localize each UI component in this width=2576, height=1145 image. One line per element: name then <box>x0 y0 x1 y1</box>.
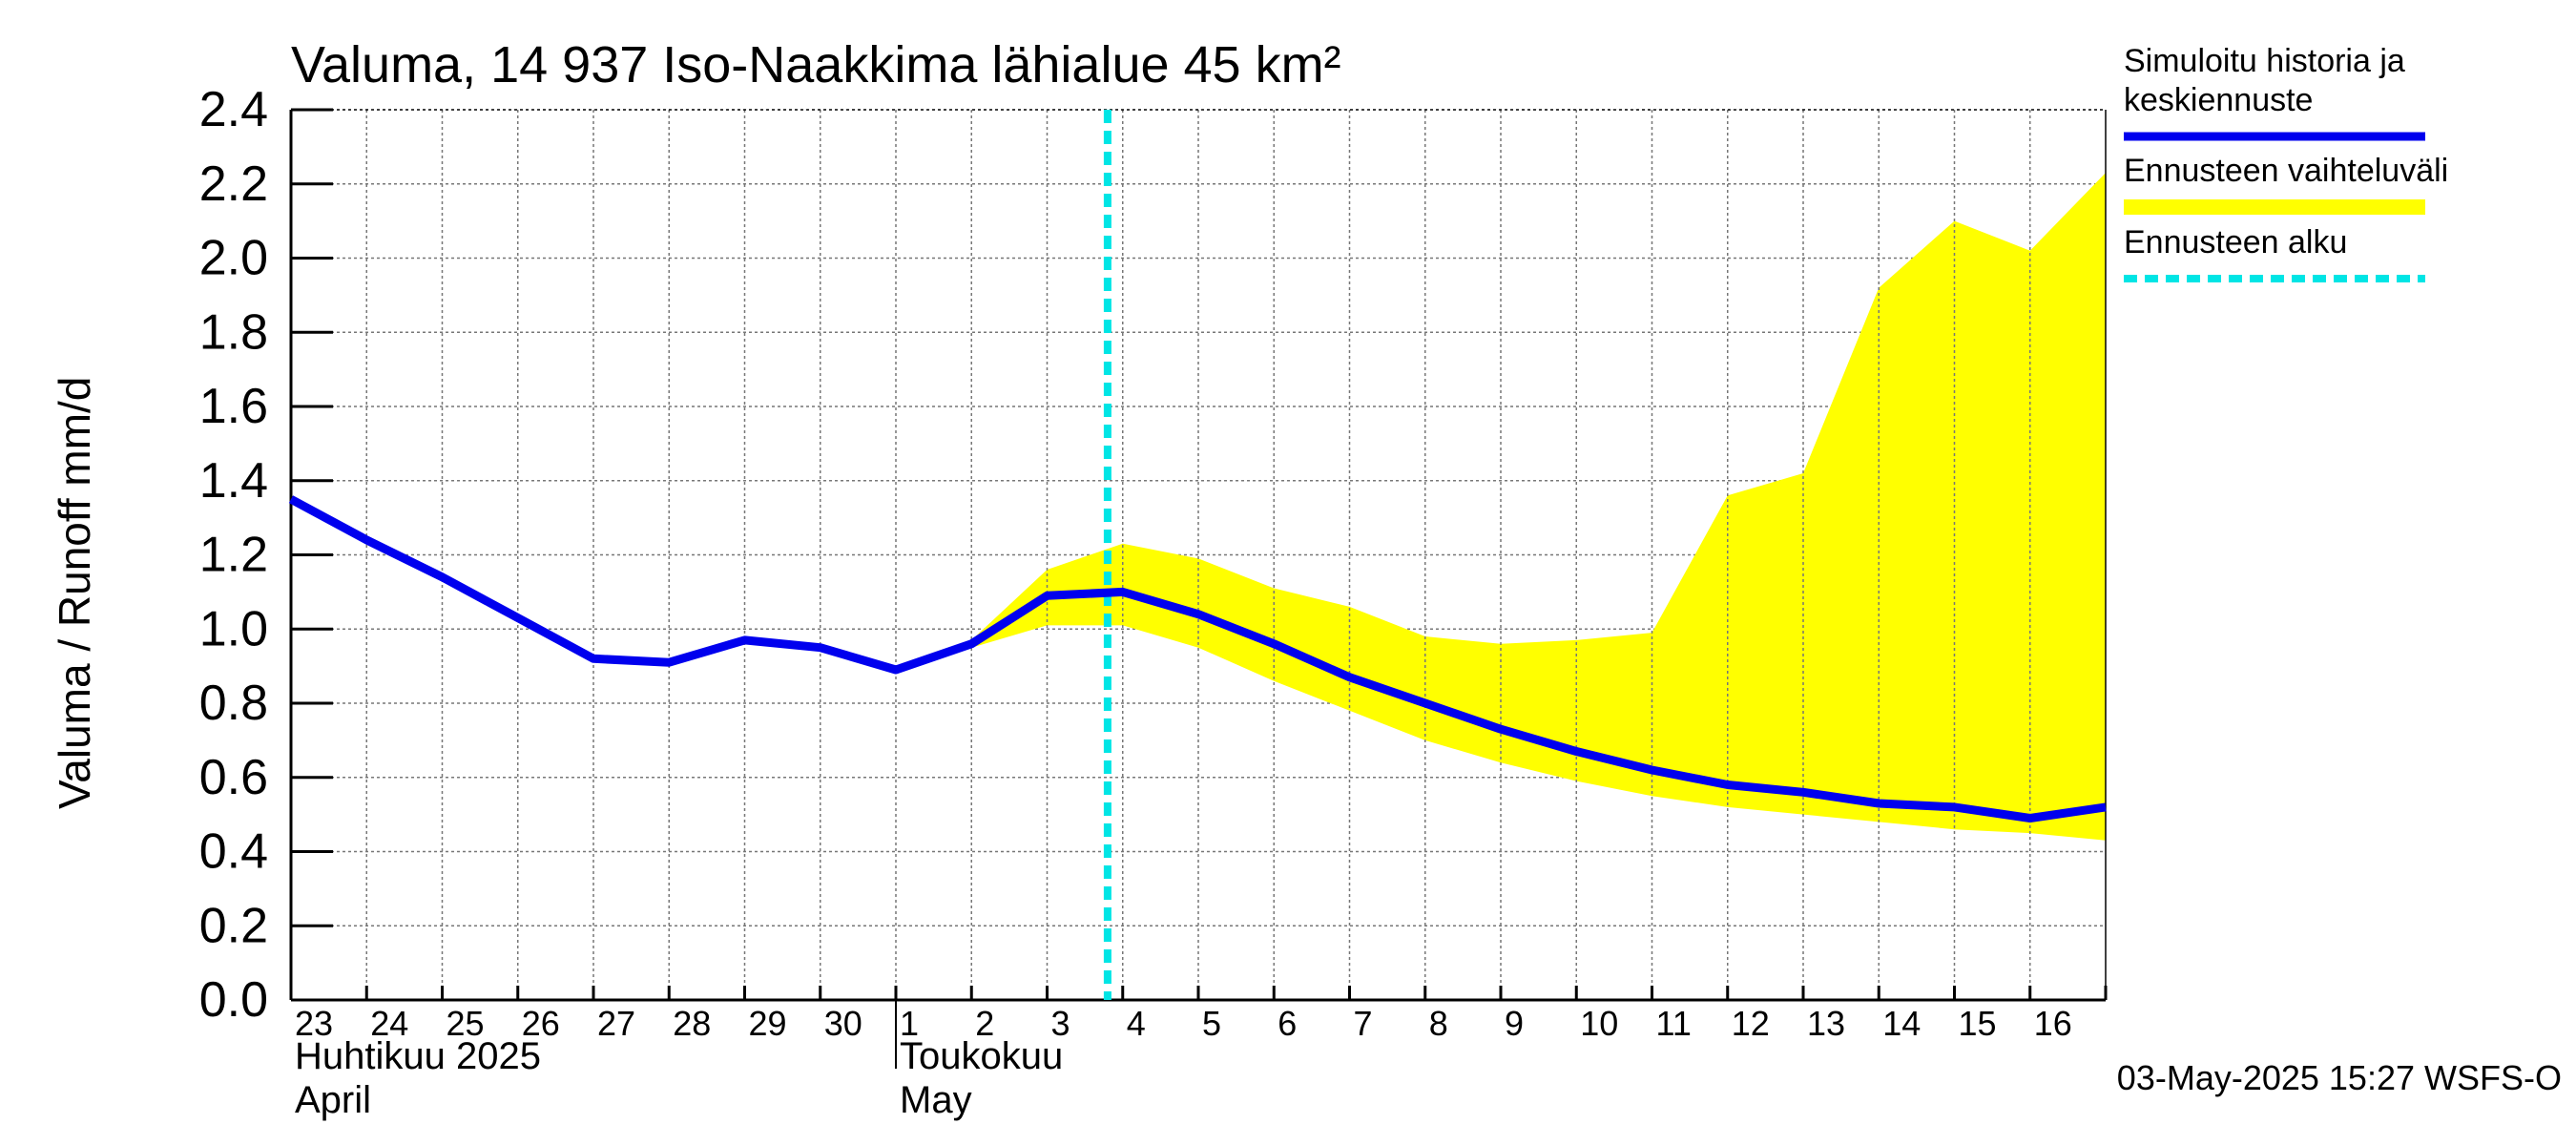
legend-label-line2: keskiennuste <box>2124 82 2313 118</box>
y-tick-label: 1.8 <box>199 304 268 360</box>
x-tick-label: 24 <box>370 1004 408 1043</box>
axes-layer <box>289 108 2108 1069</box>
y-tick-label: 0.6 <box>199 750 268 805</box>
series-layer <box>288 110 2107 1000</box>
x-tick-label: 7 <box>1354 1004 1373 1043</box>
y-tick-label: 1.0 <box>199 601 268 656</box>
month-label-en: April <box>295 1079 371 1121</box>
x-tick-label: 16 <box>2034 1004 2072 1043</box>
y-tick-label: 0.0 <box>199 972 268 1028</box>
x-tick-label: 4 <box>1127 1004 1146 1043</box>
footer-timestamp: 03-May-2025 15:27 WSFS-O <box>2117 1058 2562 1097</box>
x-tick-label: 27 <box>597 1004 635 1043</box>
forecast-band <box>971 173 2106 841</box>
x-tick-label: 10 <box>1580 1004 1618 1043</box>
x-tick-label: 1 <box>900 1004 919 1043</box>
x-tick-label: 11 <box>1656 1004 1692 1043</box>
x-tick-label: 12 <box>1732 1004 1770 1043</box>
month-label-en: May <box>900 1079 972 1121</box>
series-line <box>288 495 2107 822</box>
y-tick-label: 0.4 <box>199 824 268 880</box>
y-tick-label: 2.4 <box>199 82 268 137</box>
legend-label: Ennusteen vaihteluväli <box>2124 153 2448 189</box>
x-tick-label: 8 <box>1429 1004 1448 1043</box>
legend-label: Simuloitu historia ja <box>2124 43 2405 79</box>
x-tick-label: 5 <box>1202 1004 1221 1043</box>
x-tick-label: 25 <box>447 1004 485 1043</box>
legend-label: Ennusteen alku <box>2124 224 2347 260</box>
y-tick-label: 1.2 <box>199 528 268 583</box>
x-tick-label: 9 <box>1505 1004 1524 1043</box>
x-axis-labels: 23 24 25 26 27 28 29 30 1 2 3 4 5 6 7 8 9 10 11 12 13 14 15 16H… <box>295 1004 2072 1121</box>
month-label-fi: Toukokuu <box>900 1035 1063 1077</box>
x-tick-label: 3 <box>1051 1004 1070 1043</box>
y-axis-labels: 0.0 0.2 0.4 0.6 0.8 1.0 1.2 1.4 1.6 1.8 2.0 2.2 2.4 <box>199 82 268 1028</box>
x-tick-label: 23 <box>295 1004 333 1043</box>
x-tick-label: 29 <box>749 1004 787 1043</box>
y-tick-label: 0.8 <box>199 676 268 731</box>
x-tick-label: 15 <box>1959 1004 1997 1043</box>
y-tick-label: 2.2 <box>199 156 268 212</box>
month-label-fi: Huhtikuu 2025 <box>295 1035 541 1077</box>
legend-swatch-band <box>2124 199 2425 215</box>
x-tick-label: 6 <box>1278 1004 1297 1043</box>
y-tick-label: 0.2 <box>199 898 268 953</box>
x-tick-label: 13 <box>1807 1004 1845 1043</box>
y-axis-label: Valuma / Runoff mm/d <box>50 377 99 809</box>
chart-title: Valuma, 14 937 Iso-Naakkima lähialue 45 … <box>291 36 1341 94</box>
y-tick-label: 2.0 <box>199 231 268 286</box>
x-tick-label: 14 <box>1882 1004 1921 1043</box>
x-tick-label: 26 <box>522 1004 560 1043</box>
x-tick-label: 28 <box>673 1004 711 1043</box>
band-layer <box>971 173 2106 841</box>
x-tick-label: 2 <box>975 1004 994 1043</box>
x-tick-label: 30 <box>824 1004 862 1043</box>
y-tick-label: 1.4 <box>199 453 268 509</box>
y-tick-label: 1.6 <box>199 379 268 434</box>
